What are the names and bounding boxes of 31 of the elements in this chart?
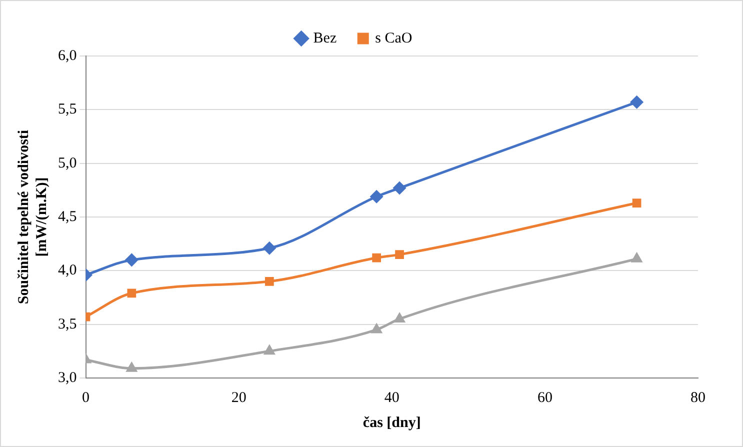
x-tick-label: 40 <box>384 390 400 406</box>
point <box>126 362 137 372</box>
legend-label: Bez <box>313 30 337 46</box>
point <box>372 253 381 262</box>
point <box>370 190 383 203</box>
point <box>264 276 274 286</box>
y-tick-label: 5,5 <box>58 102 77 118</box>
point <box>393 182 406 194</box>
x-tick-label: 80 <box>690 390 706 406</box>
y-tick-label: 6,0 <box>58 48 77 64</box>
point <box>632 253 642 262</box>
y-tick-label: 4,0 <box>58 262 77 279</box>
legend-label: s CaO <box>375 30 412 46</box>
y-tick-label: 4,5 <box>58 208 77 225</box>
x-tick-label: 60 <box>537 390 552 406</box>
point <box>127 288 136 298</box>
x-tick-label: 0 <box>82 390 90 406</box>
y-tick-label: 3,0 <box>58 370 77 386</box>
point <box>395 250 404 259</box>
y-tick-label: 5,0 <box>58 155 77 172</box>
point <box>630 96 644 108</box>
point <box>394 313 405 322</box>
point <box>632 198 642 208</box>
point <box>263 242 276 254</box>
point <box>125 254 138 266</box>
point <box>371 324 382 334</box>
y-axis-title: Součinitel tepelné vodivosti [mW/(m.K)] <box>16 130 50 304</box>
y-tick-label: 3,5 <box>58 316 77 332</box>
point <box>264 345 275 355</box>
x-axis-title: čas [dny] <box>362 414 421 431</box>
x-tick-label: 20 <box>231 390 246 406</box>
